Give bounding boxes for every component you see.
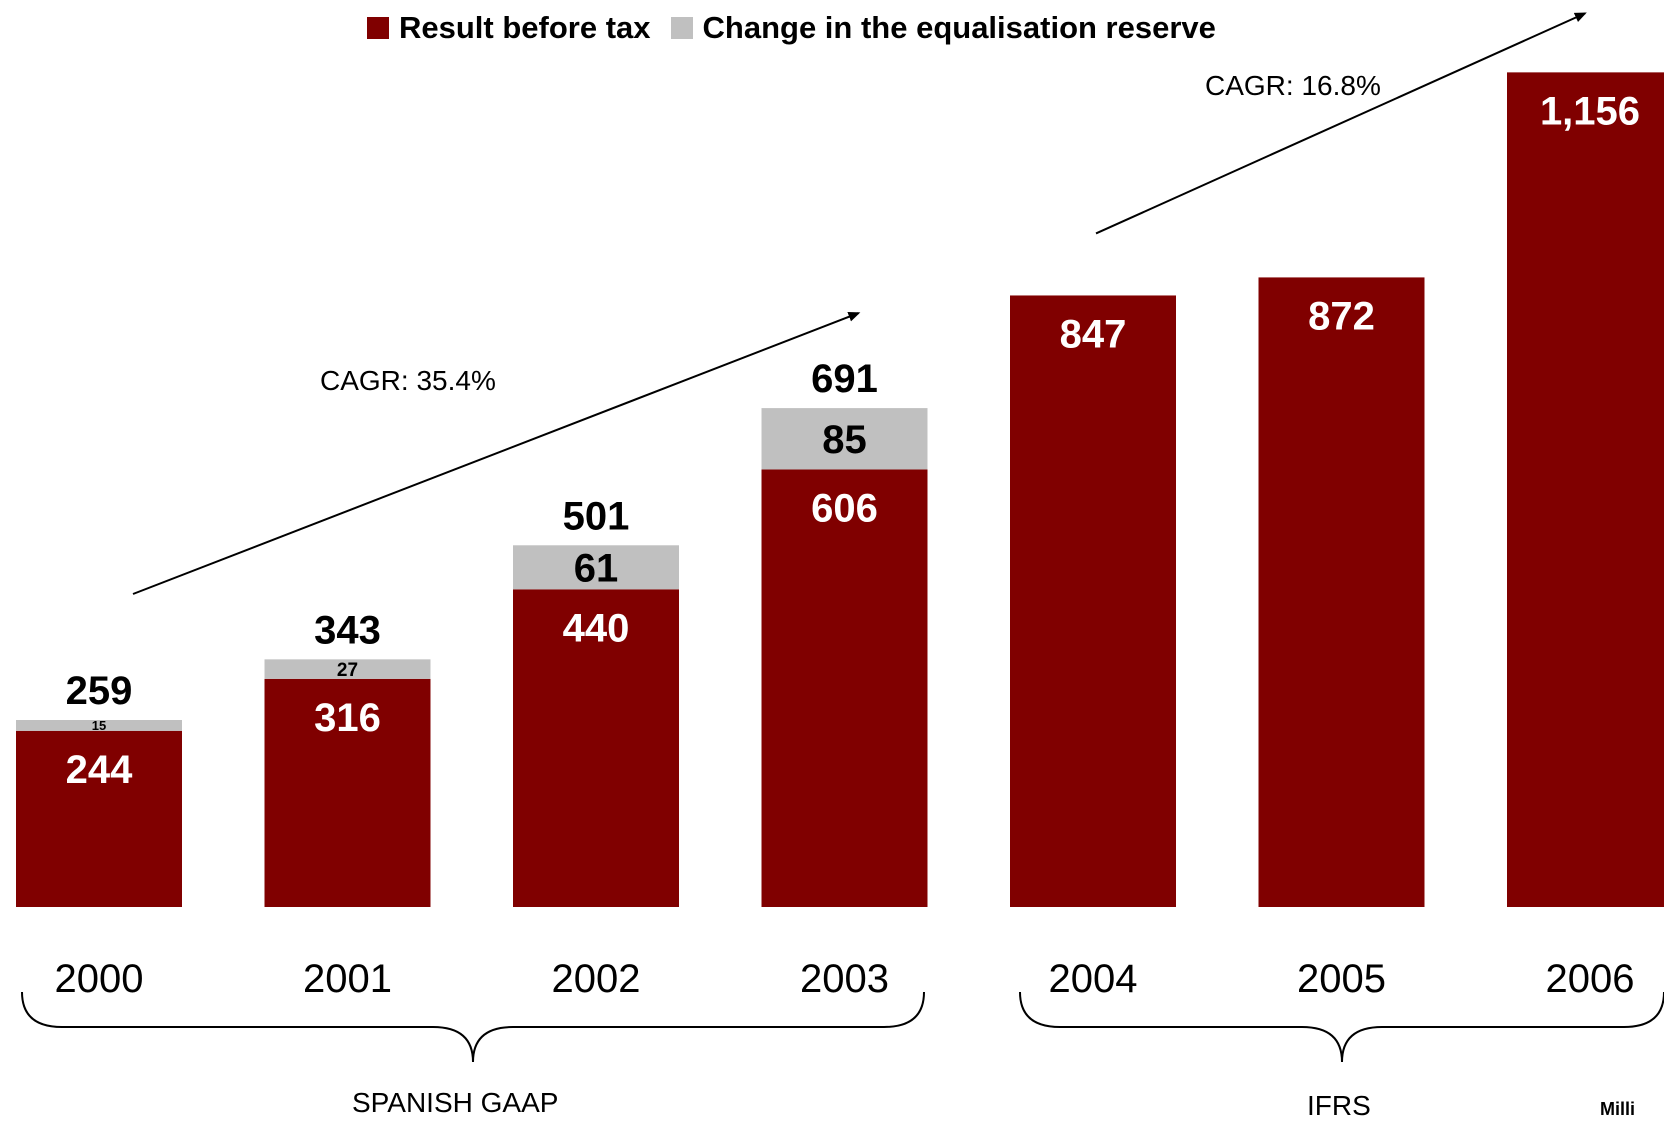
result-label-2004: 847 (1060, 312, 1127, 356)
cagr-label-2004-2006: CAGR: 16.8% (1205, 70, 1381, 101)
result-label-2006: 1,156 (1540, 89, 1640, 133)
brace-ifrs (1019, 991, 1664, 1063)
total-label-2001: 343 (314, 608, 381, 652)
total-label-2002: 501 (563, 494, 630, 538)
bar-reserve-2001 (264, 659, 431, 679)
legend-item-reserve: Change in the equalisation reserve (670, 10, 1216, 46)
x-tick-2002: 2002 (552, 957, 641, 1001)
reserve-label-2003: 85 (822, 418, 867, 462)
cagr-arrow-2004-2006 (1095, 12, 1587, 235)
bar-result-2004 (1010, 295, 1176, 907)
x-tick-2004: 2004 (1049, 957, 1138, 1001)
legend-swatch-result (367, 17, 389, 39)
bar-reserve-2000 (16, 720, 182, 731)
total-label-2003: 691 (811, 357, 878, 401)
legend: Result before tax Change in the equalisa… (367, 10, 1236, 46)
bar-reserve-2002 (513, 545, 679, 590)
legend-item-result: Result before tax (367, 10, 651, 46)
result-label-2001: 316 (314, 696, 381, 740)
bar-reserve-2003 (761, 408, 928, 470)
result-label-2000: 244 (66, 748, 133, 792)
bar-result-2006 (1507, 72, 1664, 908)
brace-spanish-gaap (21, 991, 925, 1063)
bar-result-2005 (1258, 277, 1425, 907)
group-label-ifrs: IFRS (1307, 1090, 1371, 1121)
cagr-label-2000-2003: CAGR: 35.4% (320, 365, 496, 396)
cagr-arrow-2000-2003 (132, 312, 861, 595)
bar-result-2003 (761, 469, 928, 907)
legend-swatch-reserve (670, 17, 693, 39)
bar-result-2000 (16, 730, 182, 907)
reserve-label-2001: 27 (337, 660, 358, 681)
legend-label-reserve: Change in the equalisation reserve (702, 10, 1216, 45)
group-label-spanish-gaap: SPANISH GAAP (352, 1087, 559, 1118)
reserve-label-2002: 61 (574, 547, 619, 591)
result-label-2005: 872 (1308, 294, 1375, 338)
x-tick-2001: 2001 (303, 957, 392, 1001)
units-footnote: Milli (1600, 1099, 1635, 1119)
bar-result-2001 (264, 678, 431, 907)
result-label-2002: 440 (563, 606, 630, 650)
x-tick-2000: 2000 (55, 957, 144, 1001)
reserve-label-2000: 15 (92, 718, 106, 733)
legend-label-result: Result before tax (399, 10, 651, 45)
result-label-2003: 606 (811, 486, 878, 530)
x-tick-2003: 2003 (800, 957, 889, 1001)
bar-result-2002 (513, 589, 679, 907)
x-tick-2006: 2006 (1546, 957, 1635, 1001)
total-label-2000: 259 (66, 669, 133, 713)
x-tick-2005: 2005 (1297, 957, 1386, 1001)
